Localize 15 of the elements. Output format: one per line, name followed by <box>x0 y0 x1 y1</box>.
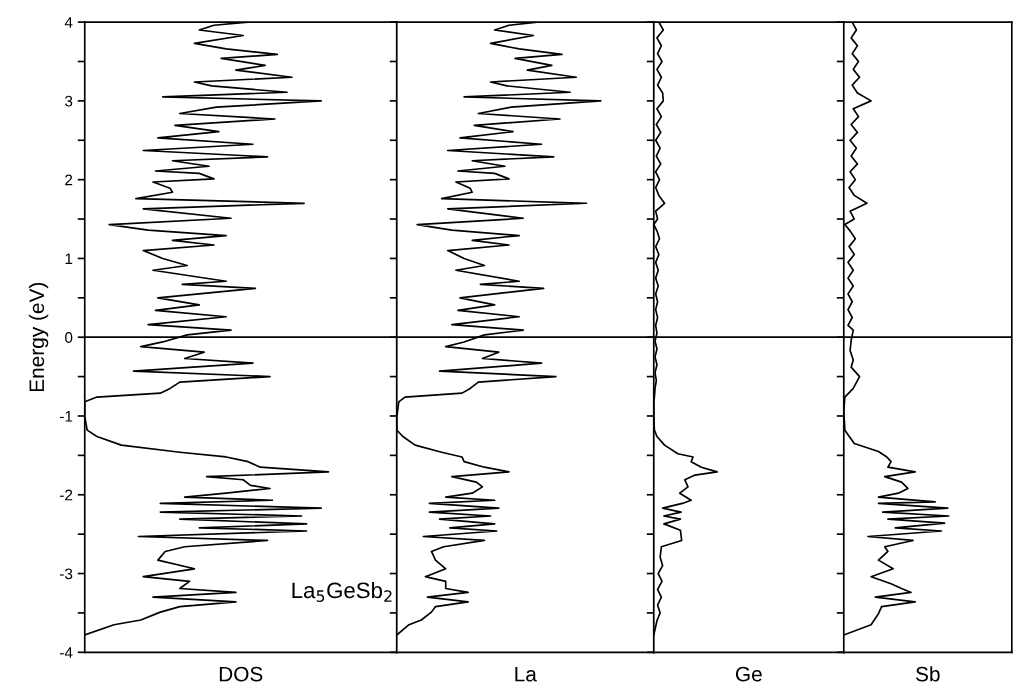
y-tick-label: -3 <box>60 568 73 580</box>
y-tick-label: -2 <box>60 489 73 501</box>
annotation: La$_{5}$GeSb$_{2}$ <box>292 581 392 602</box>
y-tick-label: -1 <box>60 411 73 422</box>
x-axis-title: Ge <box>735 666 762 682</box>
x-axis-title: DOS <box>219 666 263 682</box>
y-tick-label: 2 <box>65 174 73 186</box>
y-tick-label: -4 <box>60 647 73 658</box>
x-axis-title: Sb <box>916 666 940 682</box>
x-axis-title: La <box>515 666 537 682</box>
y-tick-label: 1 <box>65 253 73 264</box>
y-tick-label: 0 <box>65 332 73 343</box>
y-tick-label: 4 <box>64 17 73 28</box>
y-tick-label: 3 <box>65 95 73 107</box>
y-axis-title: Energy (eV) <box>28 282 49 392</box>
